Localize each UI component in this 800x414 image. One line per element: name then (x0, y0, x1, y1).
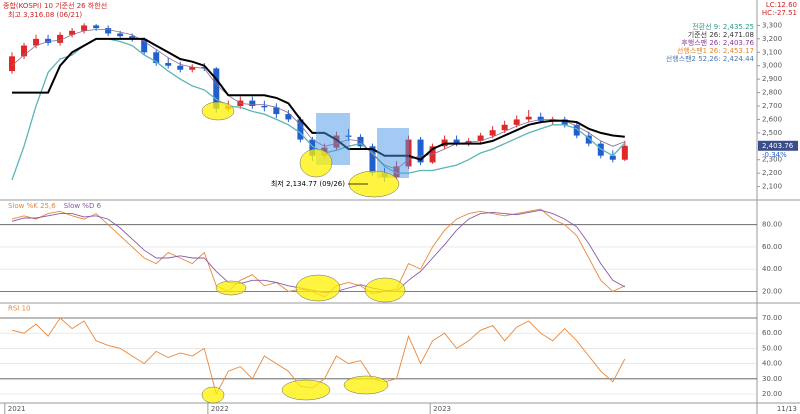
candle-body (57, 34, 64, 43)
last-price-box (758, 140, 798, 151)
candle-body (9, 56, 16, 72)
candle-body (573, 124, 580, 136)
legend-entry: 전환선 9: 2,435.25 (692, 22, 754, 31)
candle-body (213, 68, 220, 109)
y-tick-label: 50.00 (762, 344, 782, 352)
y-tick-label: 70.00 (762, 314, 782, 322)
y-tick-label: 3,000 (762, 62, 782, 70)
candle-body (273, 107, 280, 115)
candle-body (285, 114, 292, 120)
y-tick-label: 3,100 (762, 48, 782, 56)
hc-label: HC:-27.51 (762, 9, 797, 17)
candle-body (369, 146, 376, 174)
candle-body (453, 139, 460, 144)
legend-entry: 후행스팬 26: 2,403.76 (681, 38, 754, 47)
date-label: 11/13 (777, 405, 797, 413)
legend-entry: 기준선 26: 2,471.08 (688, 30, 754, 39)
legend-entry: 선행스팬1 26: 2,453.17 (677, 46, 754, 55)
candle-body (105, 28, 112, 34)
candle-body (477, 135, 484, 141)
legend-entry: 선행스팬2 52,26: 2,424.44 (666, 54, 755, 63)
y-tick-label: 2,800 (762, 89, 782, 97)
x-tick-label: 2023 (433, 405, 451, 413)
candle-body (561, 119, 568, 125)
y-tick-label: 3,300 (762, 21, 782, 29)
legend-entry: Slow %D 6 (64, 202, 102, 210)
highlight-ellipse (343, 375, 389, 395)
candle-body (165, 63, 172, 66)
candle-body (117, 33, 124, 37)
y-tick-label: 20.00 (762, 287, 782, 295)
candle-body (45, 38, 52, 43)
candle-body (81, 25, 88, 31)
x-tick-label: 2021 (8, 405, 26, 413)
candle-body (177, 65, 184, 70)
chart-title: 종합(KOSPI) 10 기준선 26 하한선 (3, 1, 107, 10)
y-tick-label: 2,600 (762, 115, 782, 123)
candle-body (525, 116, 532, 120)
y-tick-label: 2,100 (762, 183, 782, 191)
highlight-ellipse (299, 148, 333, 178)
highlight-ellipse (295, 274, 341, 302)
annotations (201, 101, 409, 404)
y-tick-label: 2,200 (762, 169, 782, 177)
candle-body (609, 155, 616, 160)
y-tick-label: 80.00 (762, 221, 782, 229)
x-tick-label: 2022 (211, 405, 229, 413)
y-tick-label: 2,900 (762, 75, 782, 83)
change-label: -0.34% (762, 151, 787, 159)
highlight-box (377, 128, 409, 178)
y-tick-label: 2,300 (762, 156, 782, 164)
y-tick-label: 3,200 (762, 35, 782, 43)
y-tick-label: 20.00 (762, 390, 782, 398)
highlight-ellipse (201, 101, 235, 121)
candle-body (249, 100, 256, 106)
highlight-ellipse (215, 280, 247, 296)
highlight-ellipse (364, 277, 406, 303)
y-tick-label: 40.00 (762, 360, 782, 368)
candle-body (141, 38, 148, 53)
candle-body (417, 139, 424, 163)
candle-body (489, 130, 496, 136)
candle-body (537, 116, 544, 121)
y-tick-label: 60.00 (762, 329, 782, 337)
candle-body (297, 119, 304, 140)
candle-body (21, 45, 28, 57)
candle-body (501, 124, 508, 131)
y-tick-label: 2,700 (762, 102, 782, 110)
lc-label: LC:12.60 (766, 1, 797, 9)
high-note: 최고 3,316.08 (06/21) (8, 10, 82, 19)
y-tick-label: 30.00 (762, 375, 782, 383)
candle-body (261, 106, 268, 108)
candle-body (129, 36, 136, 39)
candle-body (33, 38, 40, 46)
last-price-label: 2,403.76 (762, 142, 794, 150)
candle-body (513, 119, 520, 125)
legend-entry: RSI 10 (8, 304, 31, 312)
highlight-ellipse (281, 379, 331, 401)
candle-body (93, 25, 100, 29)
candle-body (69, 30, 76, 35)
plot-layer: 2021 2022 2023 3,300 3,200 3,100 3,000 2,900 2,8… (0, 21, 798, 414)
low-note: 최저 2,134.77 (09/26) (271, 179, 345, 188)
legend-entry: Slow %K 25,6 (8, 202, 56, 210)
y-tick-label: 60.00 (762, 243, 782, 251)
candle-body (153, 52, 160, 64)
y-tick-label: 40.00 (762, 265, 782, 273)
candle-body (189, 67, 196, 70)
candle-body (621, 145, 628, 160)
candle-body (585, 135, 592, 144)
candle-body (201, 67, 208, 69)
highlight-ellipse (201, 386, 225, 404)
candle-body (357, 136, 364, 147)
candle-body (309, 139, 316, 156)
y-tick-label: 2,500 (762, 129, 782, 137)
